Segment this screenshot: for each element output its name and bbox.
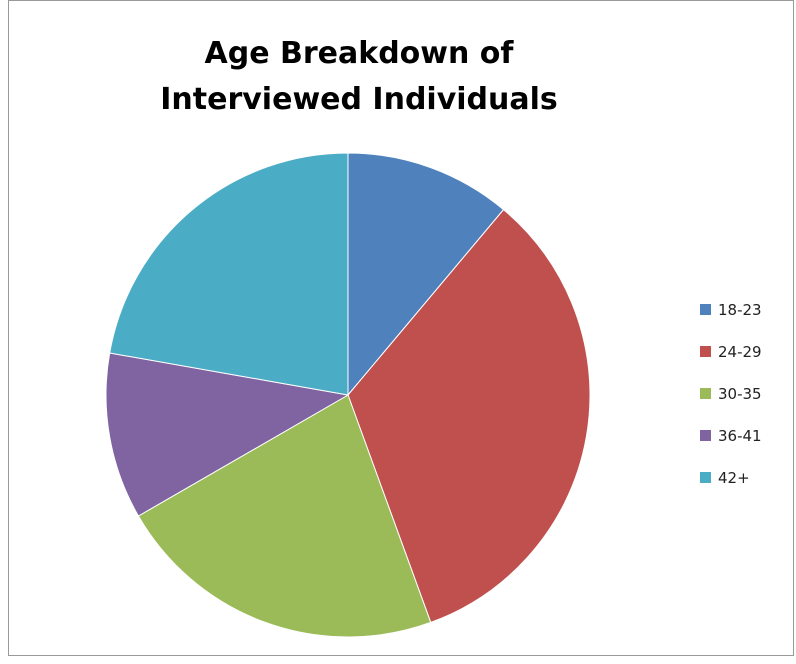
legend-swatch-24-29 — [700, 346, 711, 357]
pie-slice-30-35 — [137, 394, 432, 638]
legend-label-24-29: 24-29 — [718, 343, 762, 361]
pie-slice-42plus — [109, 152, 349, 396]
pie-slices — [105, 152, 591, 638]
legend-label-18-23: 18-23 — [718, 301, 762, 319]
legend-label-42plus: 42+ — [718, 469, 750, 487]
legend-label-30-35: 30-35 — [718, 385, 762, 403]
pie-slice-24-29 — [347, 208, 591, 624]
legend-swatch-18-23 — [700, 304, 711, 315]
legend-swatch-30-35 — [700, 388, 711, 399]
chart-title: Age Breakdown of Interviewed Individuals — [160, 36, 558, 117]
pie-slice-36-41 — [105, 352, 350, 517]
pie-slice-18-23 — [347, 152, 505, 397]
legend-label-36-41: 36-41 — [718, 427, 762, 445]
legend-swatch-42plus — [700, 472, 711, 483]
legend-swatch-36-41 — [700, 430, 711, 441]
legend: 18-23 24-29 30-35 36-41 42+ — [700, 301, 762, 487]
